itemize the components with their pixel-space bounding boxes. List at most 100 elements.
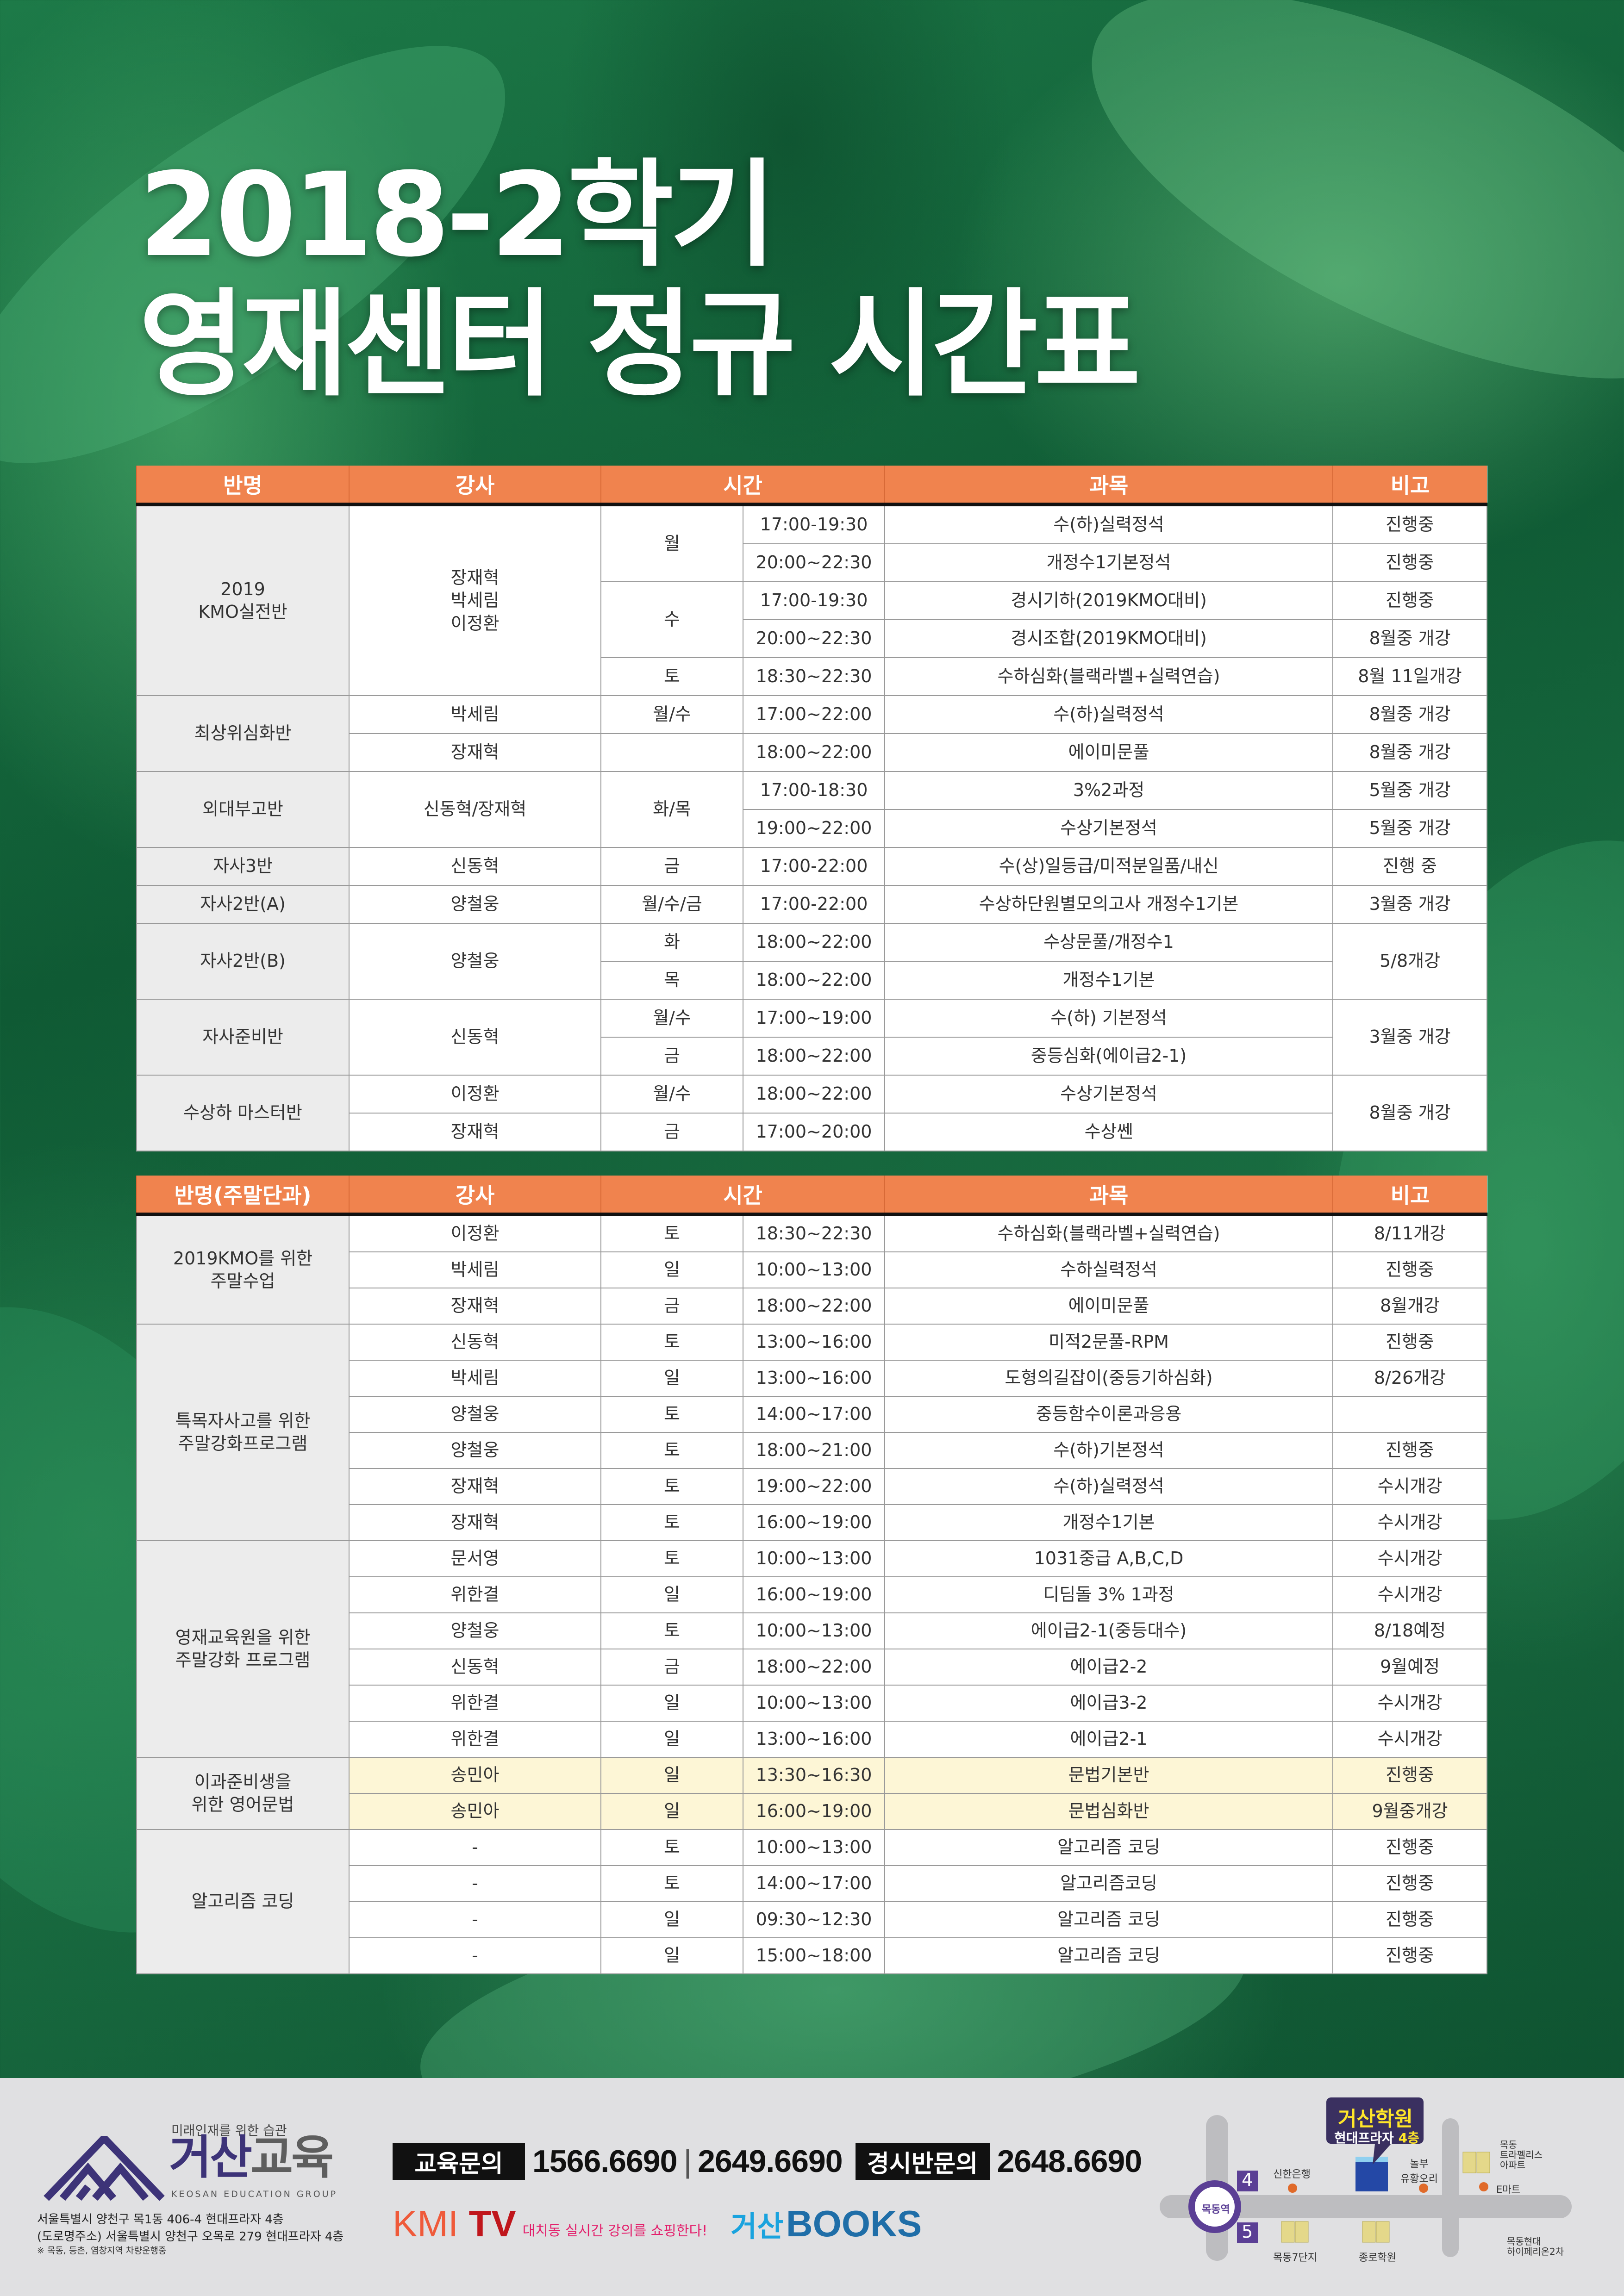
station-icon (1188, 2180, 1241, 2233)
time-cell: 10:00~13:00 (742, 1251, 886, 1288)
table-row: 외대부고반 신동혁/장재혁 화/목 17:00-18:30 3%2과정 5월중 개강 (136, 771, 1488, 848)
header-time: 시간 (600, 466, 885, 506)
day-cell: 수 (600, 581, 743, 658)
header-teacher: 강사 (349, 466, 601, 506)
subject-cell: 수하심화(블랙라벨+실력연습) (884, 1214, 1334, 1252)
note-cell: 3월중 개강 (1332, 885, 1488, 924)
table-body: 2019KMO를 위한 주말수업 이정환 토 18:30~22:30 수하심화(블랙라벨… (136, 1214, 1488, 1974)
bubble-subtitle: 현대프라자 4층 (1334, 2128, 1419, 2147)
teacher-cell: 송민아 (349, 1793, 601, 1830)
day-cell: 월/수 (600, 1075, 743, 1114)
pin-icon (1419, 2184, 1428, 2193)
subject-cell: 문법기본반 (884, 1757, 1334, 1794)
shuttle-note: ※ 목동, 등촌, 염창지역 차량운행중 (37, 2246, 167, 2256)
note-cell: 진행중 (1332, 1757, 1488, 1794)
time-cell: 18:00~22:00 (742, 1075, 886, 1114)
day-cell: 일 (600, 1576, 743, 1613)
teacher-cell: 양철웅 (349, 1612, 601, 1649)
time-cell: 16:00~19:00 (742, 1504, 886, 1541)
time-cell: 17:00-18:30 (742, 771, 886, 810)
day-cell: 화 (600, 923, 743, 962)
header-class: 반명(주말단과) (136, 1176, 349, 1216)
subject-cell: 수(하)실력정석 (884, 695, 1334, 734)
table-row: 자사2반(A) 양철웅 월/수/금 17:00-22:00 수상하단원별모의고사 개정수… (136, 885, 1488, 924)
note-cell: 진행중 (1332, 581, 1488, 620)
day-cell: 금 (600, 1288, 743, 1325)
day-cell: 토 (600, 1865, 743, 1902)
time-cell: 17:00~19:00 (742, 999, 886, 1038)
table-row: 목 18:00~22:00 개정수1기본 (137, 961, 1487, 1000)
teacher-cell: - (349, 1829, 601, 1866)
subject-cell: 미적2문풀-RPM (884, 1324, 1334, 1361)
time-cell: 18:30~22:30 (742, 657, 886, 696)
note-cell: 8월중 개강 (1332, 1075, 1488, 1151)
table-row: - 일 09:30~12:30 알고리즘 코딩 진행중 (137, 1901, 1488, 1938)
class-cell: 자사2반(A) (136, 885, 350, 924)
apartment-icon (1462, 2152, 1490, 2173)
day-cell: 토 (600, 1504, 743, 1541)
time-cell: 17:00~22:00 (742, 695, 886, 734)
kmi-tv-logo: KMI TV (393, 2205, 516, 2242)
teacher-cell: 이정환 (349, 1075, 601, 1114)
teacher-cell: 신동혁 (349, 999, 601, 1076)
footer: 미래인재를 위한 습관 거산교육 KEOSAN EDUCATION GROUP … (0, 2078, 1624, 2296)
day-cell: 토 (600, 1432, 743, 1469)
table-row: 이과준비생을 위한 영어문법 송민아 일 13:30~16:30 문법기본반 진행중 (136, 1757, 1488, 1830)
time-cell: 18:00~22:00 (742, 1037, 886, 1076)
contact-label-education: 교육문의 (393, 2143, 525, 2180)
subject-cell: 수(하)실력정석 (884, 504, 1334, 544)
teacher-cell: 양철웅 (349, 923, 601, 1000)
brand-links-row: KMI TV 대치동 실시간 강의를 쇼핑한다! 거산 BOOKS (393, 2205, 922, 2242)
day-cell: 일 (600, 1685, 743, 1722)
page-title-line2: 영재센터 정규 시간표 (139, 277, 1141, 412)
header-note: 비고 (1332, 1176, 1487, 1216)
table-row: 자사3반 신동혁 금 17:00-22:00 수(상)일등급/미적분일품/내신 진행 중 (136, 847, 1488, 886)
note-cell: 진행중 (1332, 504, 1488, 544)
subject-cell: 에이급3-2 (884, 1685, 1334, 1722)
bubble-title: 거산학원 (1338, 2107, 1413, 2131)
header-subject: 과목 (884, 1176, 1333, 1216)
address-1: 서울특별시 양천구 목1동 406-4 현대프라자 4층 (37, 2213, 284, 2227)
teacher-cell: 위한결 (349, 1721, 601, 1758)
note-cell: 3월중 개강 (1332, 999, 1488, 1076)
time-cell: 18:00~22:00 (742, 1649, 886, 1686)
contact-phone-3[interactable]: 2648.6690 (997, 2144, 1142, 2179)
subject-cell: 수(하)기본정석 (884, 1432, 1334, 1469)
time-cell: 18:00~22:00 (742, 1288, 886, 1325)
header-time: 시간 (600, 1176, 885, 1216)
day-cell: 금 (600, 1113, 743, 1151)
teacher-cell: 문서영 (349, 1540, 601, 1577)
brand-name-part1: 거산 (169, 2130, 252, 2184)
time-cell: 17:00-19:30 (742, 581, 886, 620)
time-cell: 18:30~22:30 (742, 1214, 886, 1252)
note-cell: 진행중 (1332, 1829, 1488, 1866)
pin-icon (1288, 2184, 1297, 2193)
note-cell: 진행중 (1332, 1432, 1488, 1469)
subject-cell: 수상기본정석 (884, 1075, 1334, 1114)
day-cell: 일 (600, 1251, 743, 1288)
subject-cell: 디딤돌 3% 1과정 (884, 1576, 1334, 1613)
note-cell (1332, 1396, 1488, 1433)
note-cell: 수시개강 (1332, 1504, 1488, 1541)
time-cell: 19:00~22:00 (742, 809, 886, 848)
class-cell: 2019KMO를 위한 주말수업 (136, 1214, 350, 1325)
table-row: 박세림 일 10:00~13:00 수하실력정석 진행중 (137, 1251, 1488, 1288)
day-cell: 토 (600, 1324, 743, 1361)
day-cell: 일 (600, 1793, 743, 1830)
day-cell: 일 (600, 1901, 743, 1938)
table-row: 양철웅 토 18:00~21:00 수(하)기본정석 진행중 (137, 1432, 1488, 1469)
contact-phone-2[interactable]: 2649.6690 (698, 2144, 843, 2179)
subject-cell: 에이급2-1 (884, 1721, 1334, 1758)
contact-phone-1[interactable]: 1566.6690 (532, 2144, 677, 2179)
teacher-cell: 이정환 (349, 1214, 601, 1252)
time-cell: 13:00~16:00 (742, 1721, 886, 1758)
subject-cell: 알고리즘 코딩 (884, 1937, 1334, 1974)
exit-5-marker (1237, 2222, 1258, 2243)
day-cell: 토 (600, 1214, 743, 1252)
building-icon (1355, 2157, 1388, 2191)
subject-cell: 개정수1기본정석 (884, 543, 1334, 582)
address-2: (도로명주소) 서울특별시 양천구 오목로 279 현대프라자 4층 (37, 2230, 344, 2244)
table-row: - 일 15:00~18:00 알고리즘 코딩 진행중 (137, 1937, 1488, 1974)
note-cell: 수시개강 (1332, 1576, 1488, 1613)
pin-icon (1479, 2182, 1488, 2191)
